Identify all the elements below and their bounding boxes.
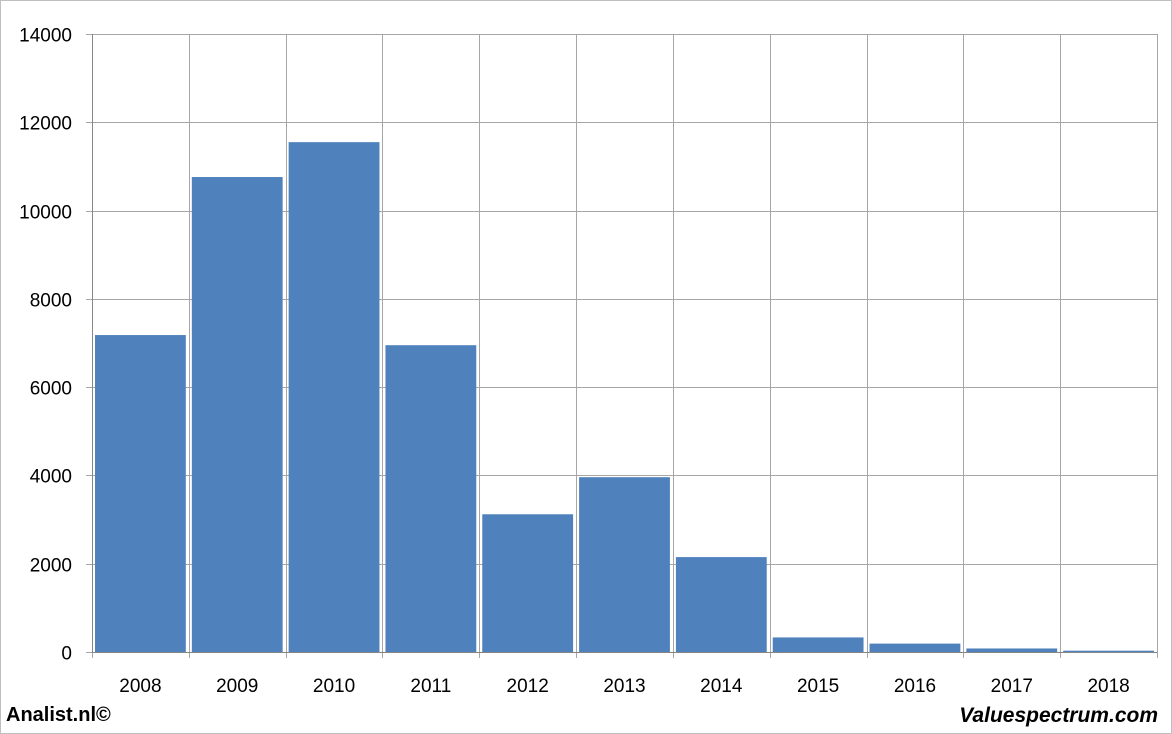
x-tick-label: 2008	[119, 676, 161, 697]
bar-2008	[95, 335, 186, 652]
bar-2015	[772, 637, 864, 652]
y-tick-label: 8000	[30, 291, 72, 312]
bar-2014	[675, 557, 767, 652]
y-tick-label: 12000	[19, 114, 72, 135]
x-tick-label: 2013	[603, 676, 645, 697]
x-tick-label: 2018	[1087, 676, 1129, 697]
x-tick-label: 2016	[894, 676, 936, 697]
y-tick-label: 4000	[30, 467, 72, 488]
bar-2011	[385, 345, 477, 652]
y-tick-label: 14000	[19, 26, 72, 47]
valuespectrum-credit: Valuespectrum.com	[959, 704, 1158, 727]
analist-credit: Analist.nl©	[6, 704, 111, 726]
bar-2012	[482, 514, 574, 652]
bar-2010	[288, 142, 380, 652]
x-tick-label: 2015	[797, 676, 839, 697]
x-tick-label: 2010	[313, 676, 355, 697]
y-tick-label: 6000	[30, 379, 72, 400]
bar-2009	[191, 177, 283, 652]
x-tick-label: 2009	[216, 676, 258, 697]
x-tick-label: 2011	[410, 676, 451, 697]
bar-2018	[1063, 650, 1154, 652]
x-tick-label: 2017	[991, 676, 1033, 697]
y-tick-label: 0	[61, 644, 72, 665]
y-tick-label: 2000	[30, 556, 72, 577]
bar-2013	[579, 477, 670, 652]
bar-2017	[966, 648, 1058, 652]
x-tick-label: 2014	[700, 676, 743, 697]
bar-2016	[869, 643, 961, 652]
x-tick-label: 2012	[507, 676, 549, 697]
y-tick-label: 10000	[19, 203, 72, 224]
